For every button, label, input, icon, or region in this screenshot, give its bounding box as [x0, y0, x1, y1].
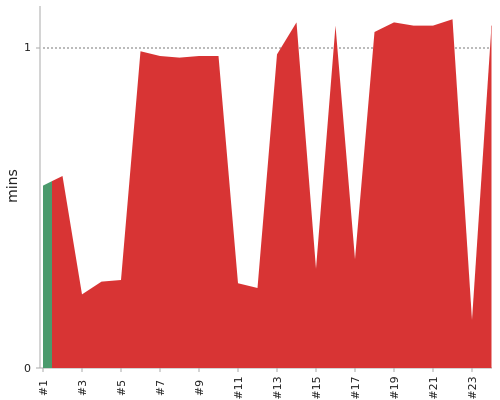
area-segment-1-tail[interactable] — [52, 176, 63, 368]
x-tick-label-13: #13 — [271, 376, 284, 399]
area-segment-11[interactable] — [238, 283, 258, 368]
y-tick-label-0: 0 — [24, 362, 31, 375]
area-segment-23[interactable] — [472, 25, 492, 368]
y-tick-label-1: 1 — [24, 41, 31, 54]
area-segment-21[interactable] — [433, 19, 453, 368]
x-tick-label-11: #11 — [232, 376, 245, 399]
area-segment-5[interactable] — [121, 51, 141, 368]
area-segment-9[interactable] — [199, 56, 219, 368]
x-tick-label-23: #23 — [466, 376, 479, 399]
x-tick-label-7: #7 — [154, 380, 167, 396]
x-tick-label-3: #3 — [76, 380, 89, 396]
area-segment-16[interactable] — [335, 25, 356, 368]
x-tick-label-1: #1 — [37, 380, 50, 396]
area-segment-17[interactable] — [355, 32, 375, 368]
area-segment-24[interactable] — [491, 25, 492, 368]
area-segment-13[interactable] — [277, 22, 297, 369]
x-tick-label-15: #15 — [310, 376, 323, 399]
area-segment-1[interactable] — [43, 181, 52, 368]
area-segment-15[interactable] — [316, 25, 336, 368]
x-tick-label-19: #19 — [388, 376, 401, 399]
area-segment-18[interactable] — [374, 22, 395, 369]
x-tick-label-5: #5 — [115, 380, 128, 396]
area-segment-12[interactable] — [257, 54, 278, 369]
area-segment-14[interactable] — [296, 22, 317, 369]
area-segment-10[interactable] — [218, 56, 239, 368]
x-tick-label-21: #21 — [427, 376, 440, 399]
area-segment-3[interactable] — [82, 281, 102, 368]
x-tick-label-17: #17 — [349, 376, 362, 399]
area-segment-22[interactable] — [452, 19, 473, 368]
area-segment-4[interactable] — [101, 280, 122, 368]
area-segment-19[interactable] — [394, 22, 414, 369]
area-segment-6[interactable] — [140, 51, 161, 368]
area-segment-8[interactable] — [179, 56, 200, 368]
x-tick-label-9: #9 — [193, 380, 206, 396]
area-segment-7[interactable] — [160, 56, 180, 368]
y-axis-label: mins — [5, 169, 21, 203]
area-segment-20[interactable] — [413, 25, 434, 368]
area-segment-2[interactable] — [62, 176, 83, 368]
